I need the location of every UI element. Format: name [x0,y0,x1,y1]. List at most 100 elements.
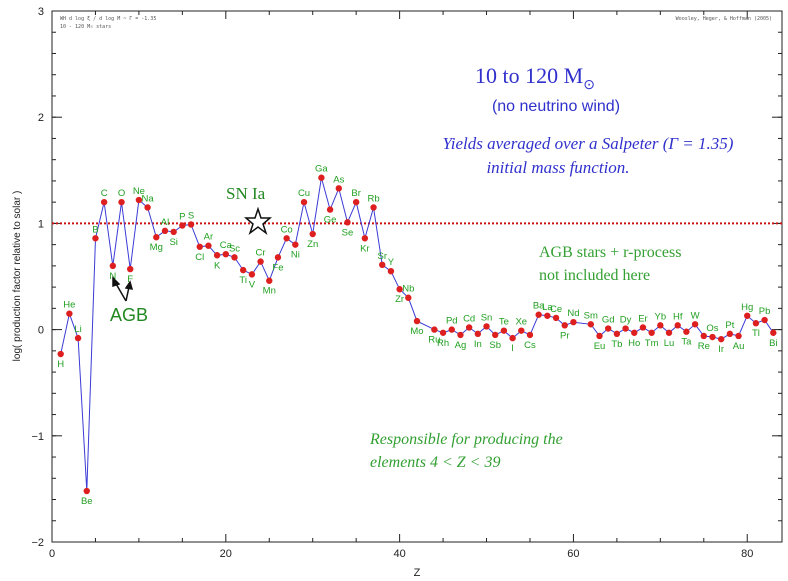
y-tick-label: −2 [31,537,44,549]
data-point [770,329,777,336]
element-label-tl: Tl [752,328,760,339]
data-point [752,320,760,327]
element-label-ti: Ti [239,275,247,286]
data-point [344,219,351,226]
data-point [657,322,664,329]
data-point [570,318,577,326]
data-point [170,228,177,236]
data-point [144,204,151,211]
data-point [613,330,621,338]
element-label-hg: Hg [741,302,753,313]
element-label-na: Na [142,193,155,204]
element-label-pr: Pr [560,330,570,341]
element-label-la: La [542,302,553,313]
data-point [631,329,638,336]
data-point [361,235,369,242]
data-point [639,324,647,331]
data-point [92,235,99,242]
data-point [135,196,143,204]
y-tick-label: 0 [38,325,44,337]
element-label-nb: Nb [402,284,414,295]
plot-frame [51,10,783,543]
data-point [665,329,673,336]
element-label-al: Al [161,217,169,228]
data-point [118,198,125,206]
agb-rprocess-line1: AGB stars + r-process [539,244,681,261]
element-label-yb: Yb [655,311,667,322]
element-label-ta: Ta [681,337,692,348]
data-point [709,333,716,341]
x-tick-label: 20 [220,548,232,560]
sn-ia-label: SN Ia [226,184,266,203]
element-label-f: F [127,274,133,285]
element-label-os: Os [706,323,718,334]
x-tick-label: 0 [49,548,55,560]
data-point [231,254,238,261]
element-label-si: Si [169,237,177,248]
data-point [457,331,464,339]
element-label-re: Re [698,341,710,352]
data-point [396,286,403,293]
data-point [596,332,603,340]
element-label-mn: Mn [263,286,276,297]
y-tick-label: 1 [38,218,44,230]
element-label-cr: Cr [256,248,266,259]
data-point [544,312,551,319]
data-points [57,174,777,495]
element-label-ru: Ru [428,335,440,346]
element-label-sm: Sm [584,310,598,321]
element-label-co: Co [281,224,293,235]
x-tick-label: 60 [567,548,579,560]
element-label-dy: Dy [620,315,632,326]
y-tick-label: 3 [38,6,44,18]
element-label-o: O [118,188,125,199]
element-label-ar: Ar [204,232,214,243]
header-right: Woosley, Heger, & Hoffman (2005) [676,16,772,22]
data-point [335,185,342,192]
element-label-sc: Sc [229,243,240,254]
element-label-pd: Pd [446,316,458,327]
data-point [66,310,73,317]
element-label-pb: Pb [759,306,771,317]
element-label-be: Be [81,496,93,507]
y-tick-label: −1 [31,431,44,443]
data-point [761,316,768,324]
data-point [326,206,334,213]
element-label-mo: Mo [410,326,423,337]
data-point [379,261,386,269]
element-label-te: Te [499,317,509,328]
data-point [257,258,264,265]
element-label-nd: Nd [567,308,579,319]
mass-range-title: 10 to 120 M⊙ [475,63,595,93]
y-tick-label: 2 [38,112,44,124]
sn-ia-star-icon [243,206,273,236]
element-label-ni: Ni [291,250,300,261]
data-point [492,331,499,339]
element-label-ge: Ge [324,215,337,226]
data-point [100,198,108,206]
element-label-kr: Kr [360,243,370,254]
data-point [700,332,707,340]
data-point [439,329,447,336]
element-label-ir: Ir [718,344,724,355]
data-point [691,321,699,328]
element-label-w: W [691,310,700,321]
data-point [248,271,256,278]
data-point [274,254,282,261]
data-point [509,334,516,342]
element-label-p: P [179,212,185,223]
data-point [735,332,742,340]
data-point [448,326,455,333]
element-label-cu: Cu [298,188,310,199]
element-label-v: V [249,279,256,290]
data-point [683,328,690,335]
agb-arrowhead-left [112,276,121,288]
data-point [518,327,525,334]
data-point [622,325,629,332]
element-label-sr: Sr [377,251,387,262]
element-label-cd: Cd [463,313,475,324]
element-label-mg: Mg [150,242,163,253]
data-point [604,325,612,332]
data-point [483,323,490,330]
